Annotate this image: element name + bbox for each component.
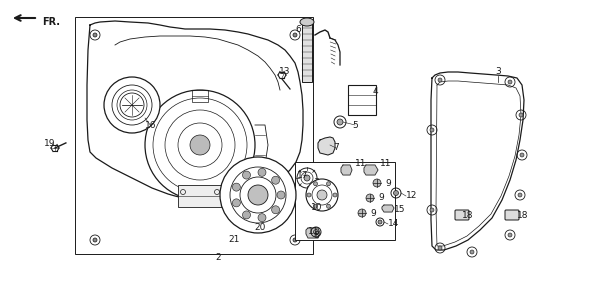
- Circle shape: [394, 191, 398, 196]
- Text: 3: 3: [495, 67, 501, 76]
- Text: 13: 13: [279, 67, 291, 76]
- Bar: [295, 162, 395, 240]
- Text: 7: 7: [333, 144, 339, 153]
- Circle shape: [313, 229, 319, 234]
- Circle shape: [334, 116, 346, 128]
- Circle shape: [293, 33, 297, 37]
- Circle shape: [317, 190, 327, 200]
- Text: 18: 18: [462, 210, 474, 219]
- Text: 11: 11: [308, 228, 320, 237]
- Text: 10: 10: [312, 203, 323, 213]
- Circle shape: [297, 168, 317, 188]
- Circle shape: [520, 153, 524, 157]
- Circle shape: [430, 208, 434, 212]
- Text: 9: 9: [385, 178, 391, 188]
- Text: 21: 21: [228, 235, 240, 244]
- Text: 5: 5: [352, 120, 358, 129]
- Circle shape: [326, 204, 330, 208]
- Bar: [75, 17, 313, 254]
- Circle shape: [277, 191, 285, 199]
- Text: 19: 19: [44, 138, 55, 147]
- Polygon shape: [382, 205, 394, 212]
- Text: 2: 2: [215, 253, 221, 262]
- Bar: [348, 85, 376, 115]
- Polygon shape: [364, 165, 378, 175]
- Circle shape: [313, 204, 317, 208]
- Bar: [178, 185, 222, 207]
- Circle shape: [104, 77, 160, 133]
- FancyBboxPatch shape: [455, 210, 469, 220]
- Circle shape: [366, 194, 374, 202]
- Circle shape: [293, 238, 297, 242]
- Circle shape: [438, 246, 442, 250]
- Circle shape: [508, 233, 512, 237]
- Ellipse shape: [300, 18, 314, 26]
- Circle shape: [145, 90, 255, 200]
- Text: FR.: FR.: [42, 17, 60, 27]
- Circle shape: [258, 168, 266, 176]
- Bar: [302, 22, 312, 82]
- Circle shape: [93, 238, 97, 242]
- Circle shape: [93, 33, 97, 37]
- Circle shape: [430, 128, 434, 132]
- Circle shape: [232, 183, 240, 191]
- Circle shape: [313, 182, 317, 186]
- Circle shape: [519, 113, 523, 117]
- Circle shape: [438, 78, 442, 82]
- Text: 9: 9: [378, 194, 384, 203]
- Text: 9: 9: [370, 209, 376, 218]
- Circle shape: [306, 179, 338, 211]
- Bar: [192, 90, 208, 102]
- Circle shape: [248, 185, 268, 205]
- Polygon shape: [431, 72, 524, 250]
- Circle shape: [378, 220, 382, 224]
- Polygon shape: [318, 137, 335, 155]
- Circle shape: [470, 250, 474, 254]
- Circle shape: [358, 209, 366, 217]
- Text: 11: 11: [380, 160, 392, 169]
- Polygon shape: [87, 21, 303, 199]
- Circle shape: [220, 157, 296, 233]
- Circle shape: [271, 176, 280, 184]
- Text: 17: 17: [297, 170, 309, 179]
- Text: 14: 14: [388, 219, 399, 228]
- Circle shape: [373, 179, 381, 187]
- Circle shape: [304, 175, 310, 181]
- Polygon shape: [341, 165, 352, 175]
- Circle shape: [326, 182, 330, 186]
- Circle shape: [508, 80, 512, 84]
- Text: 15: 15: [394, 206, 405, 215]
- Circle shape: [271, 206, 280, 214]
- Text: 12: 12: [406, 191, 417, 200]
- FancyBboxPatch shape: [505, 210, 519, 220]
- Circle shape: [258, 214, 266, 222]
- Text: 6: 6: [295, 26, 301, 35]
- Circle shape: [190, 135, 210, 155]
- Circle shape: [242, 171, 251, 179]
- Text: 16: 16: [145, 122, 157, 131]
- Polygon shape: [306, 228, 320, 238]
- Circle shape: [333, 193, 337, 197]
- Circle shape: [518, 193, 522, 197]
- Circle shape: [242, 211, 251, 219]
- Text: 11: 11: [355, 160, 366, 169]
- Circle shape: [232, 199, 240, 207]
- Text: 18: 18: [517, 210, 529, 219]
- Text: 20: 20: [254, 224, 266, 232]
- Circle shape: [307, 193, 311, 197]
- Text: 4: 4: [372, 88, 378, 97]
- Circle shape: [337, 119, 343, 125]
- Text: 8: 8: [313, 231, 319, 240]
